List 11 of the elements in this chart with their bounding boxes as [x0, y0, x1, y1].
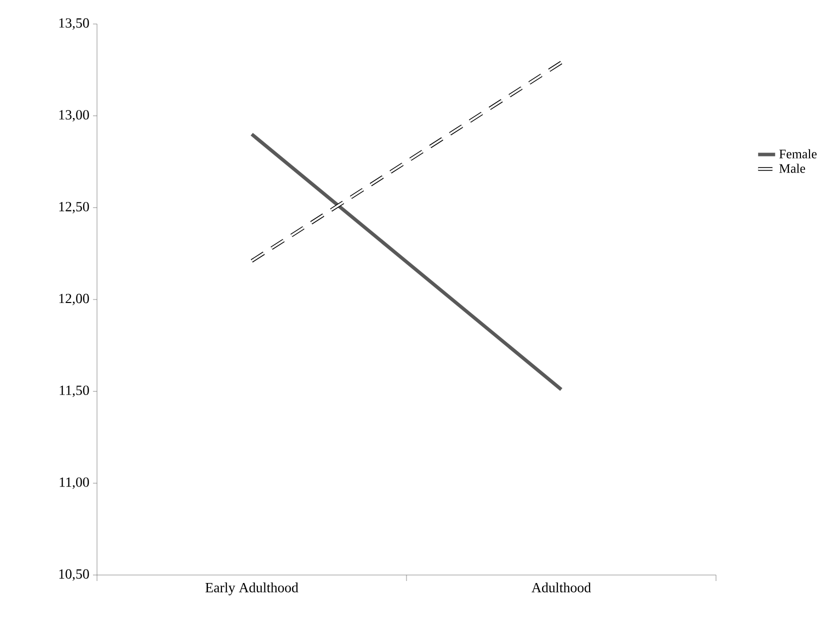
legend-label: Male	[779, 164, 806, 173]
y-tick-label: 13,00	[59, 110, 89, 122]
legend-label: Female	[779, 149, 817, 158]
y-tick-label: 10,50	[59, 569, 89, 581]
y-tick-label: 11,50	[60, 386, 89, 398]
x-tick-label: Early Adulthood	[205, 582, 298, 596]
y-tick-label: 12,00	[59, 294, 89, 306]
y-tick-label: 12,50	[59, 202, 89, 214]
y-tick-label: 11,00	[60, 477, 89, 489]
y-tick-label: 13,50	[59, 18, 89, 30]
x-tick-label: Adulthood	[532, 582, 591, 592]
